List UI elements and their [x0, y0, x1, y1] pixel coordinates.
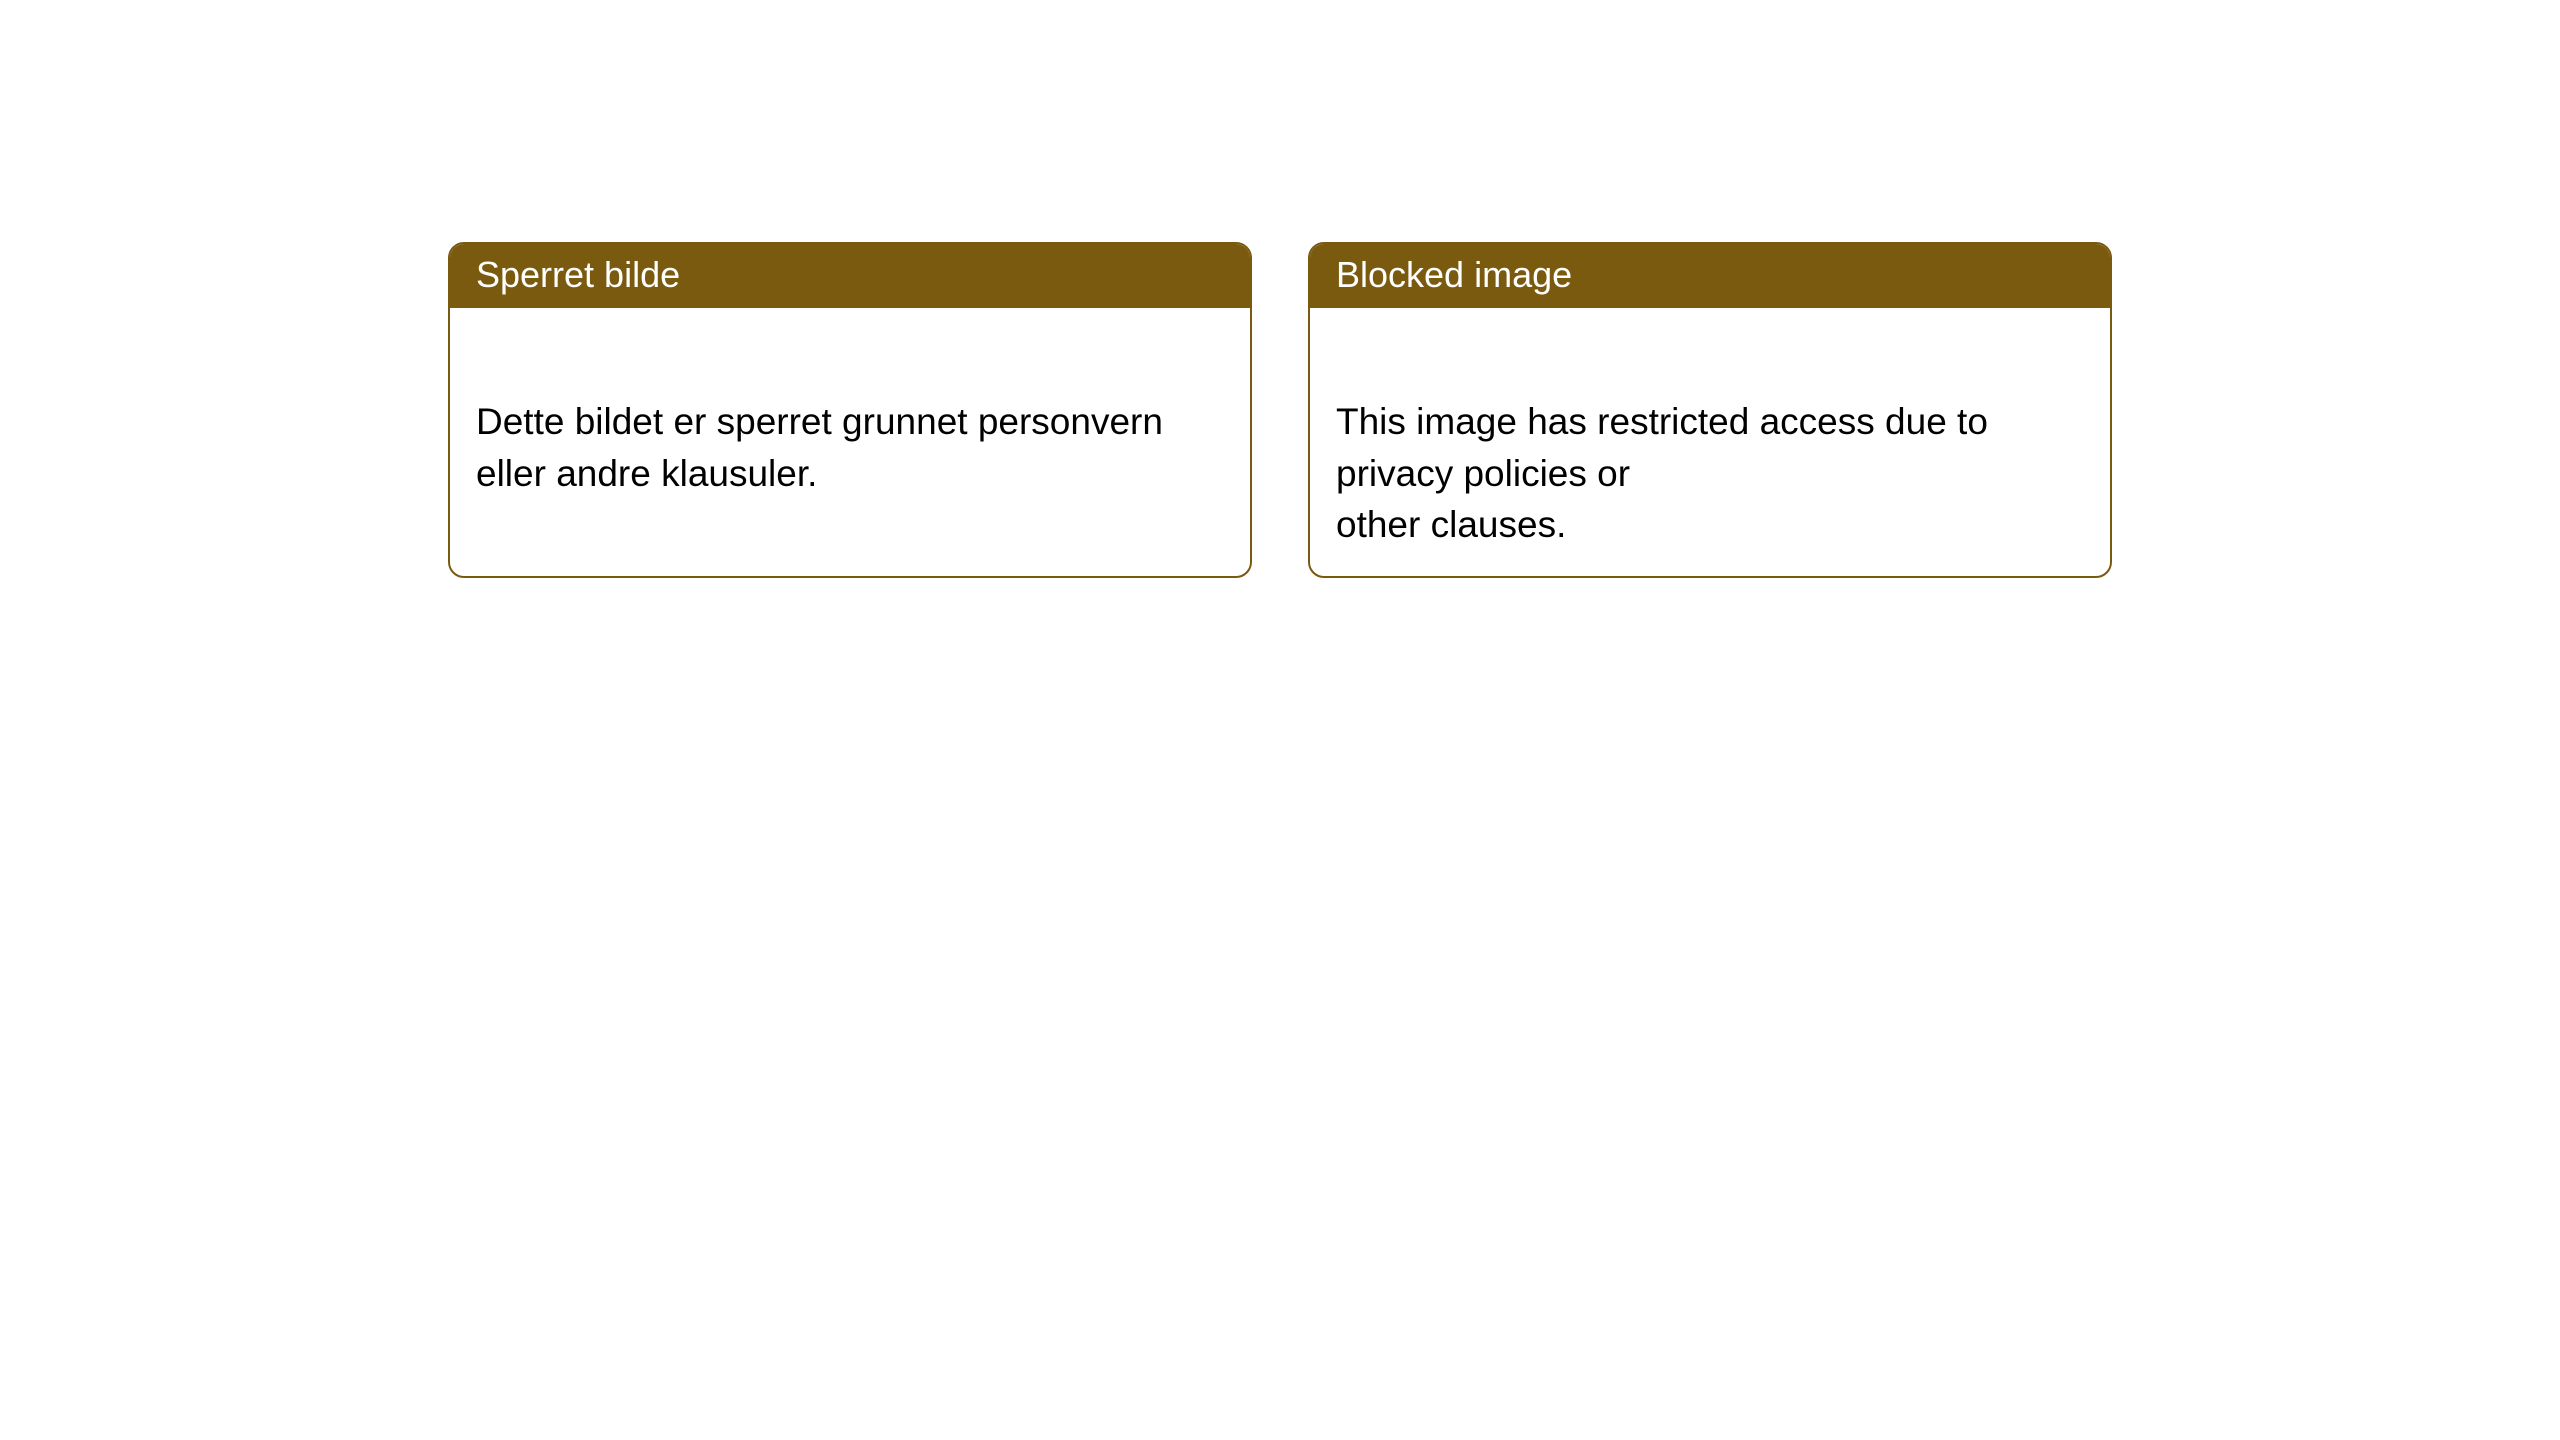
card-header: Sperret bilde: [450, 244, 1250, 308]
card-title: Blocked image: [1336, 254, 1572, 295]
blocked-image-card-en: Blocked image This image has restricted …: [1308, 242, 2112, 578]
card-title: Sperret bilde: [476, 254, 680, 295]
blocked-image-card-no: Sperret bilde Dette bildet er sperret gr…: [448, 242, 1252, 578]
card-body: Dette bildet er sperret grunnet personve…: [450, 308, 1250, 535]
card-header: Blocked image: [1310, 244, 2110, 308]
card-body: This image has restricted access due to …: [1310, 308, 2110, 578]
cards-container: Sperret bilde Dette bildet er sperret gr…: [0, 0, 2560, 578]
card-body-text: Dette bildet er sperret grunnet personve…: [476, 401, 1163, 494]
card-body-text: This image has restricted access due to …: [1336, 401, 1988, 546]
